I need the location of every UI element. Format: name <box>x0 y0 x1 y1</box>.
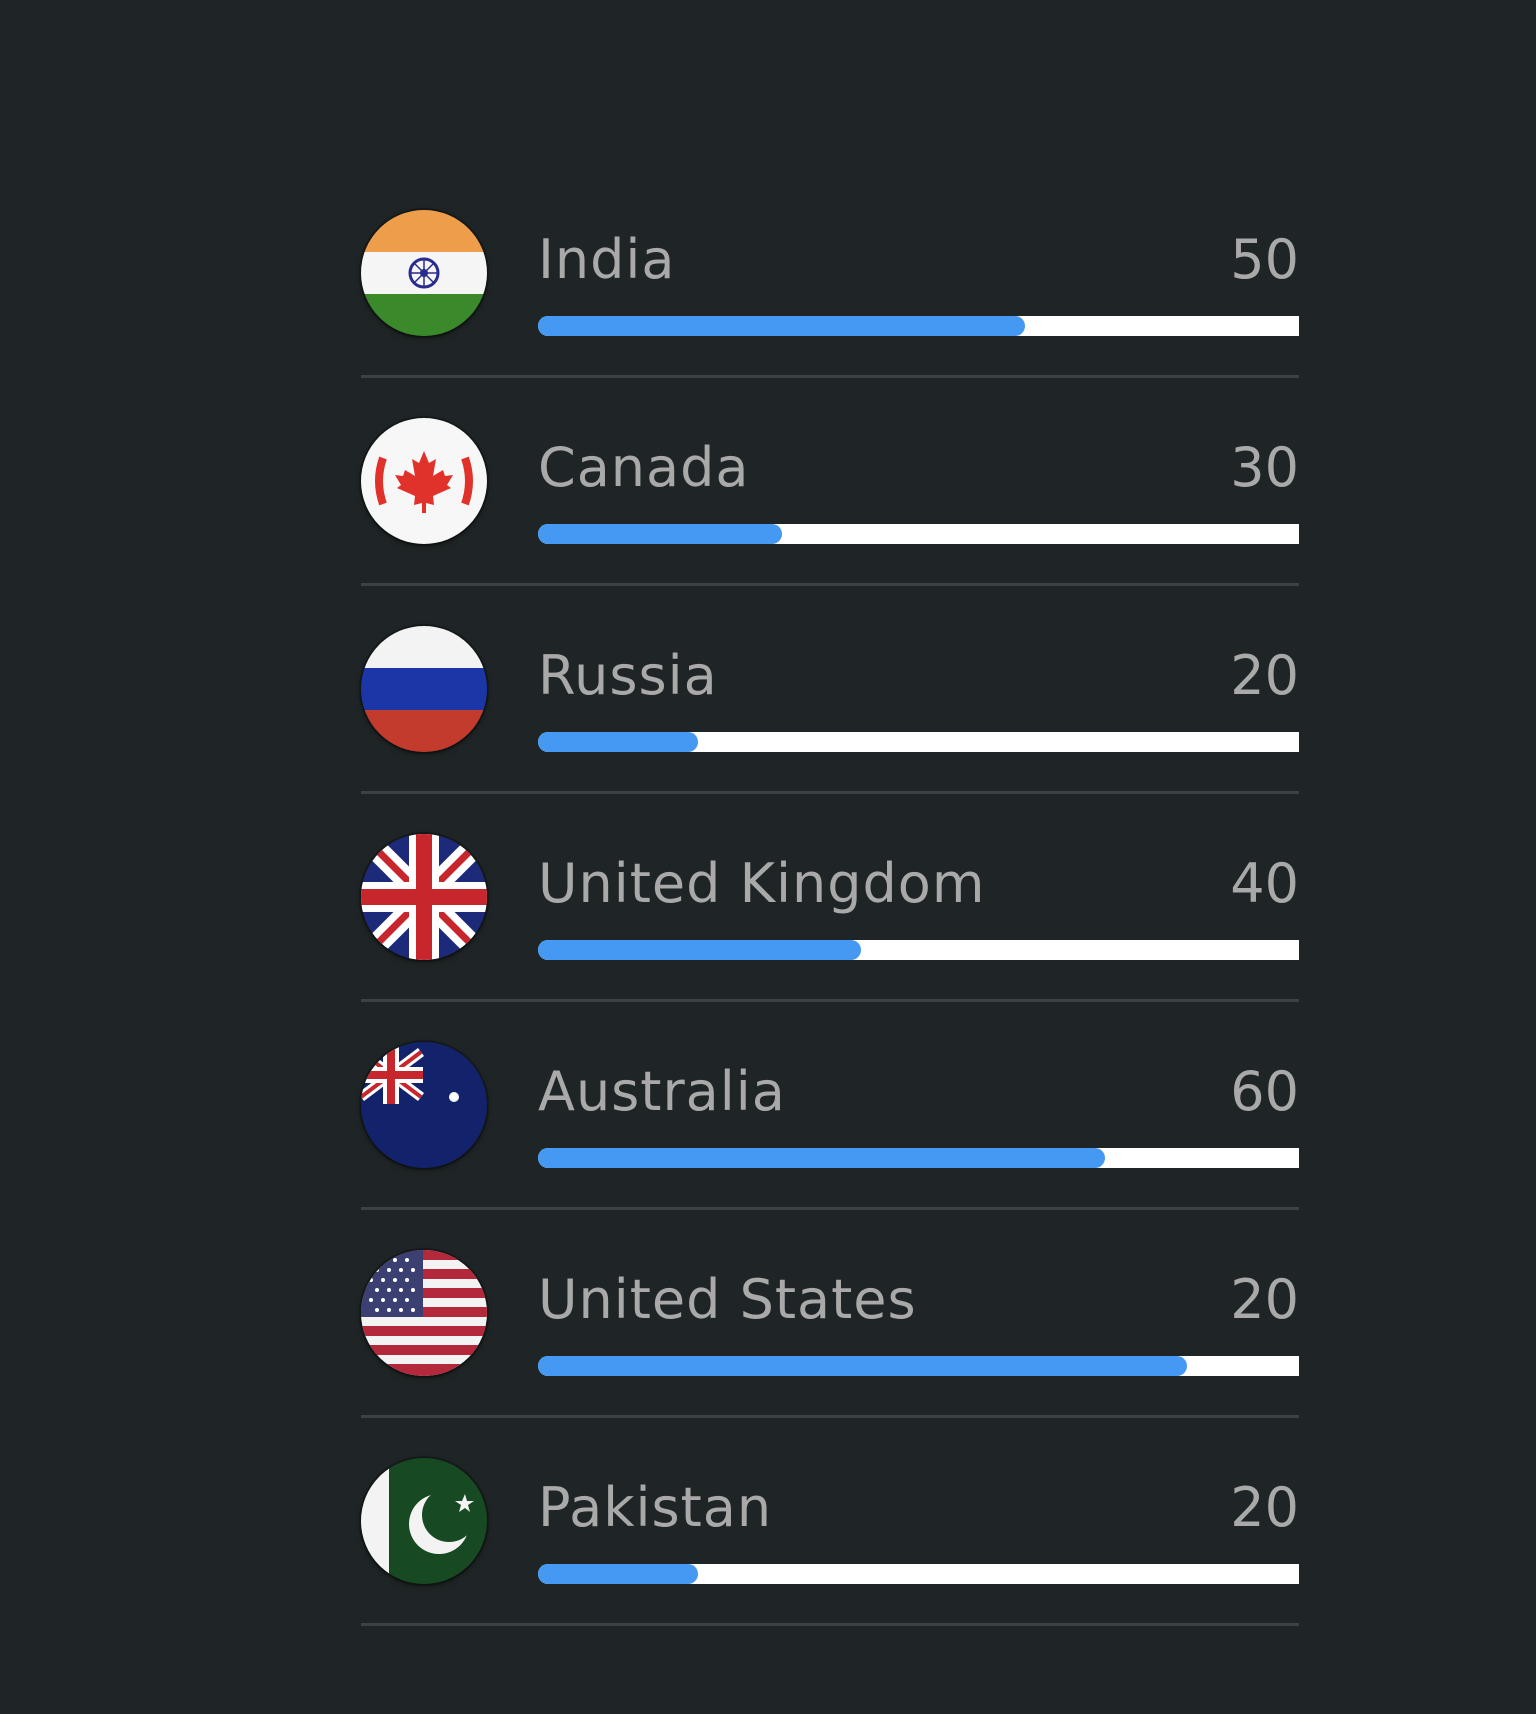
pakistan-flag-icon <box>361 1458 487 1584</box>
country-value: 60 <box>1230 1060 1299 1123</box>
country-row-india: India 50 <box>361 203 1299 378</box>
country-row-united-states: United States 20 <box>361 1210 1299 1418</box>
progress-track <box>538 940 1299 960</box>
country-name: India <box>538 228 676 291</box>
country-row-australia: Australia 60 <box>361 1002 1299 1210</box>
progress-fill <box>538 524 782 544</box>
country-row-united-kingdom: United Kingdom 40 <box>361 794 1299 1002</box>
progress-fill <box>538 940 862 960</box>
progress-track <box>538 1564 1299 1584</box>
us-flag-icon <box>361 1250 487 1376</box>
progress-fill <box>538 316 1026 336</box>
country-value: 30 <box>1230 436 1299 499</box>
country-list: India 50 Canada 30 <box>361 203 1299 1626</box>
progress-track <box>538 316 1299 336</box>
uk-flag-icon <box>361 834 487 960</box>
progress-track <box>538 1148 1299 1168</box>
progress-fill <box>538 1356 1188 1376</box>
progress-fill <box>538 1148 1105 1168</box>
country-row-russia: Russia 20 <box>361 586 1299 794</box>
country-name: Pakistan <box>538 1476 773 1539</box>
country-value: 20 <box>1230 644 1299 707</box>
india-flag-icon <box>361 210 487 336</box>
country-value: 50 <box>1230 228 1299 291</box>
country-name: Australia <box>538 1060 786 1123</box>
country-row-pakistan: Pakistan 20 <box>361 1418 1299 1626</box>
progress-track <box>538 732 1299 752</box>
progress-fill <box>538 1564 698 1584</box>
australia-flag-icon <box>361 1042 487 1168</box>
country-name: United Kingdom <box>538 852 986 915</box>
country-value: 20 <box>1230 1268 1299 1331</box>
canada-flag-icon <box>361 418 487 544</box>
country-row-canada: Canada 30 <box>361 378 1299 586</box>
country-value: 20 <box>1230 1476 1299 1539</box>
russia-flag-icon <box>361 626 487 752</box>
progress-track <box>538 524 1299 544</box>
progress-fill <box>538 732 698 752</box>
country-name: Russia <box>538 644 718 707</box>
country-name: United States <box>538 1268 917 1331</box>
progress-track <box>538 1356 1299 1376</box>
country-name: Canada <box>538 436 750 499</box>
country-value: 40 <box>1230 852 1299 915</box>
